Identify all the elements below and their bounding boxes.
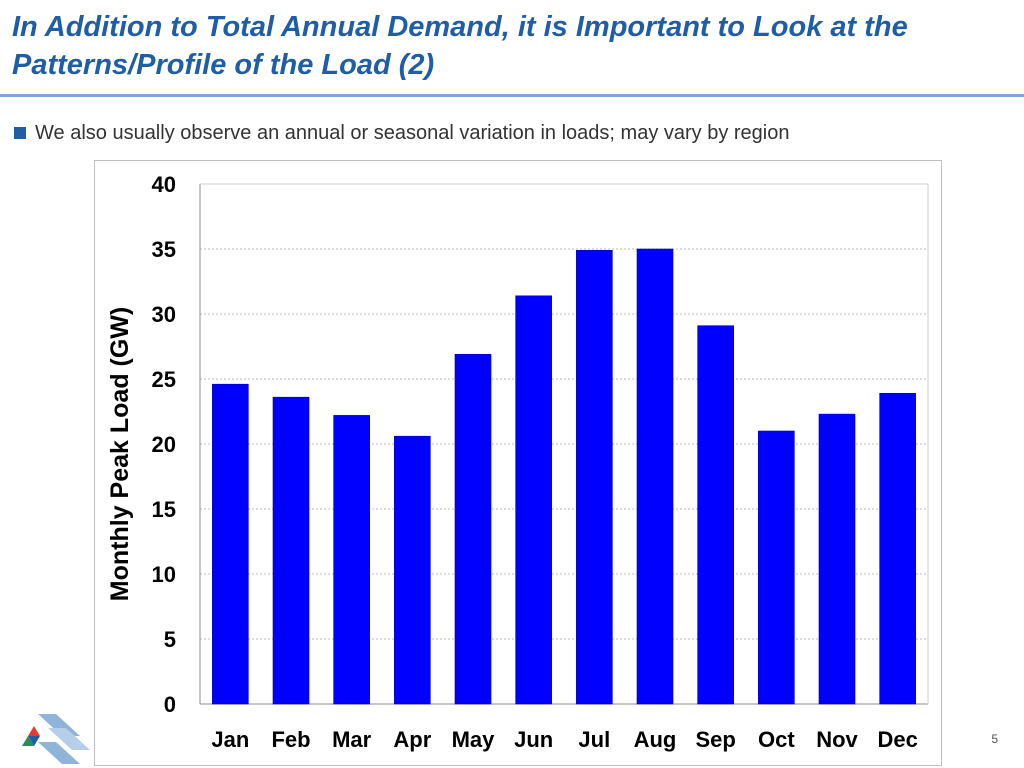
organization-logo-icon — [22, 714, 90, 764]
x-tick-label: Aug — [634, 727, 677, 752]
x-tick-label: Mar — [332, 727, 372, 752]
y-tick-label: 20 — [152, 432, 176, 457]
y-tick-label: 25 — [152, 367, 176, 392]
bar-feb — [272, 396, 310, 705]
bar-jun — [515, 295, 552, 705]
bar-apr — [394, 435, 431, 705]
y-tick-label: 0 — [164, 692, 176, 717]
y-tick-label: 10 — [152, 562, 176, 587]
y-tick-label: 5 — [164, 627, 176, 652]
bar-mar — [333, 415, 370, 705]
x-tick-label: Oct — [758, 727, 795, 752]
bar-may — [454, 354, 492, 705]
slide-title: In Addition to Total Annual Demand, it i… — [12, 11, 908, 81]
bar-oct — [758, 430, 795, 705]
y-tick-label: 35 — [152, 237, 176, 262]
x-tick-label: Apr — [393, 727, 431, 752]
square-bullet-icon — [14, 127, 26, 139]
y-axis-label: Monthly Peak Load (GW) — [106, 307, 134, 601]
page-number: 5 — [991, 732, 998, 746]
x-tick-label: May — [452, 727, 496, 752]
x-tick-label: Jun — [514, 727, 553, 752]
bar-nov — [818, 413, 856, 705]
bar-sep — [697, 325, 734, 705]
bar-dec — [879, 393, 916, 705]
x-tick-label: Feb — [271, 727, 310, 752]
title-divider — [0, 94, 1024, 97]
monthly-peak-load-chart: 0 5 10 15 20 25 30 35 40 Jan Feb Mar Apr May Jun Jul Aug… — [106, 172, 929, 752]
bar-jul — [576, 250, 613, 705]
bullet-text: We also usually observe an annual or sea… — [35, 121, 790, 144]
x-tick-label: Jan — [211, 727, 249, 752]
y-tick-label: 40 — [152, 172, 176, 197]
x-tick-label: Sep — [695, 727, 735, 752]
x-tick-label: Dec — [877, 727, 917, 752]
bullet-item: We also usually observe an annual or sea… — [14, 120, 790, 146]
y-tick-label: 15 — [152, 497, 176, 522]
bar-jan — [212, 383, 249, 705]
x-tick-label: Jul — [578, 727, 610, 752]
x-tick-label: Nov — [816, 727, 858, 752]
y-tick-label: 30 — [152, 302, 176, 327]
bar-aug — [636, 248, 674, 705]
